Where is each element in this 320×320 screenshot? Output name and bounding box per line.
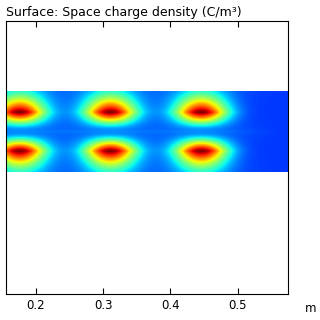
Text: m: m [305, 302, 316, 315]
Text: Surface: Space charge density (C/m³): Surface: Space charge density (C/m³) [5, 5, 241, 19]
